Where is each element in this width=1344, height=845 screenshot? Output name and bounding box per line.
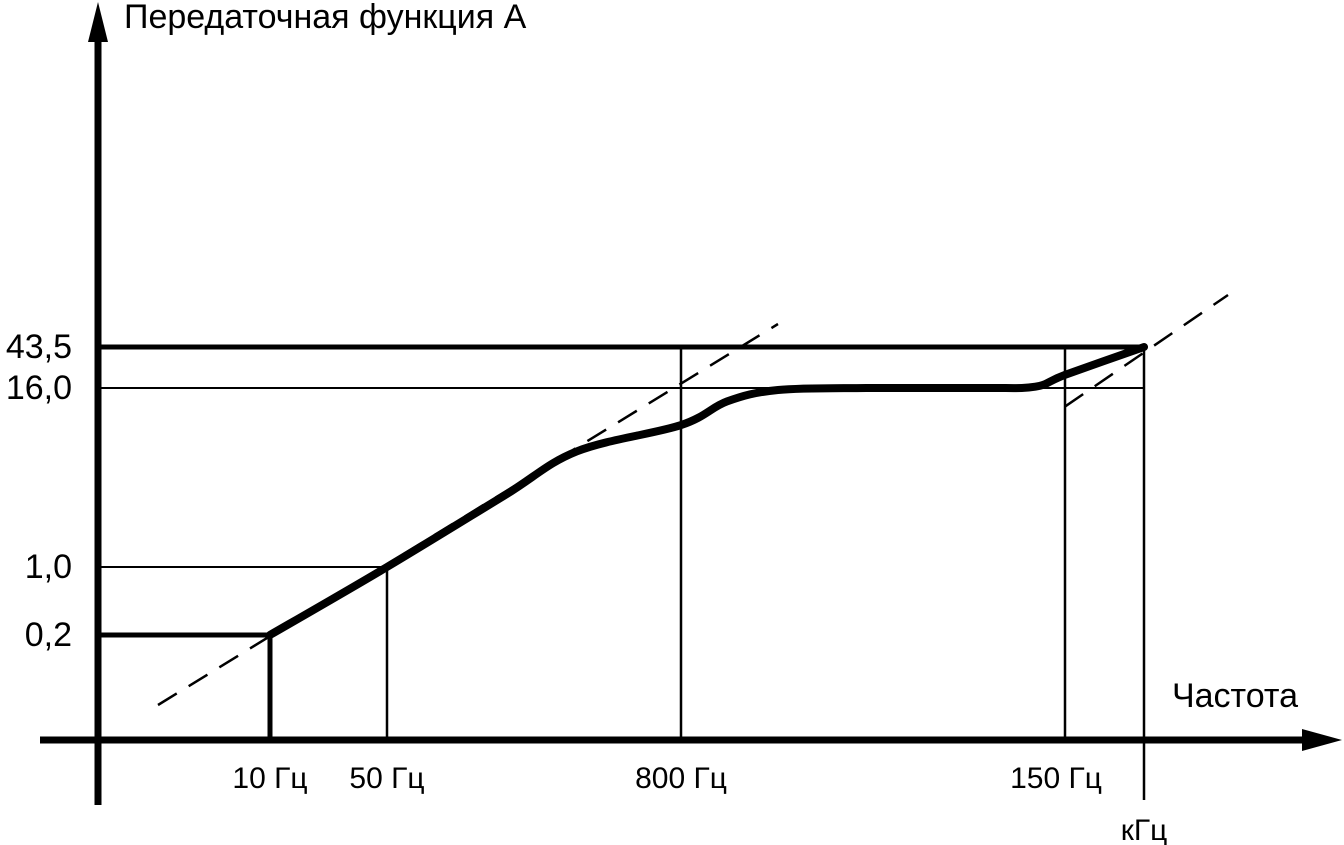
- y-tick-labels: 43,516,0 1,0 0,2: [6, 328, 72, 654]
- y-axis-arrow: [88, 2, 108, 42]
- x-tick-labels: 10 Гц 50 Гц 800 Гц 150 Гц кГц: [232, 762, 1167, 845]
- y-tick-label: 1,0: [25, 548, 72, 586]
- asymptote-lines: [157, 293, 1229, 707]
- x-axis-arrow: [1302, 729, 1342, 751]
- y-tick-label: 16,0: [6, 369, 72, 407]
- x-tick-label: 150 Гц: [1010, 762, 1102, 795]
- x-tick-label: 800 Гц: [635, 762, 727, 795]
- y-tick-label: 0,2: [25, 616, 72, 654]
- series-line: [266, 343, 1148, 639]
- x-axis-title: Частота: [1172, 677, 1298, 715]
- x-tick-label: кГц: [1121, 814, 1168, 845]
- y-axis-title: Передаточная функция А: [124, 0, 527, 36]
- x-tick-label: 50 Гц: [349, 762, 424, 795]
- grid-lines: [98, 344, 1146, 800]
- y-tick-label: 43,5: [6, 328, 72, 366]
- asymptote-line: [1064, 293, 1229, 408]
- x-tick-label: 10 Гц: [232, 762, 307, 795]
